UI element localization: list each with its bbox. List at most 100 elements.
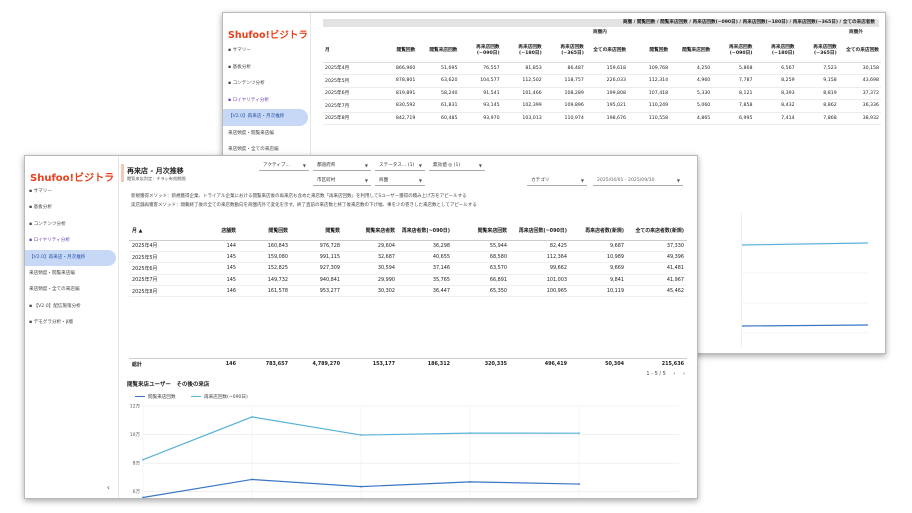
sidebar-item[interactable]: ▪ デモグラ分析・β版 <box>29 320 74 326</box>
table-cell: 36,336 <box>838 99 881 113</box>
column-header[interactable]: 再来店回数(~180日) <box>754 40 797 63</box>
column-header[interactable]: 閲覧回数 <box>628 40 671 63</box>
sidebar-item[interactable]: 来店頻度・全ての来店編 <box>228 147 279 152</box>
activity-filter-label: アクティブ... <box>263 163 290 168</box>
column-header[interactable]: 閲覧回数 <box>375 40 418 63</box>
table-cell: 68,580 <box>453 251 510 264</box>
data-point[interactable] <box>251 416 253 418</box>
column-header[interactable]: 再来店者数(新規) <box>570 224 627 241</box>
chevron-down-icon: ▼ <box>676 178 680 183</box>
column-header[interactable]: 再来店回数(~365日) <box>796 40 839 63</box>
prev-page-button[interactable]: ‹ <box>673 371 676 377</box>
table-cell: 5,060 <box>670 99 713 113</box>
table-cell: 5,868 <box>712 62 755 75</box>
column-header[interactable]: 再来店回数(~090日) <box>459 40 502 63</box>
data-point[interactable] <box>578 483 580 485</box>
status-filter-label: ステータス... <box>379 163 407 168</box>
column-header[interactable]: 月 ▲ <box>129 224 189 241</box>
monthly-data-table: 月 ▲ 店舗数 閲覧回数 閲覧数 閲覧来店者数 再来店者数(~090日) 閲覧来店回数 再来店… <box>129 224 687 298</box>
table-total-row: 総計 146 783,657 4,789,270 153,177 186,312 320,3… <box>129 358 687 370</box>
sidebar-item[interactable]: ▪ ロイヤリティ分析 <box>228 97 269 103</box>
column-header[interactable]: 全ての来店者数(新規) <box>627 224 687 241</box>
table-cell: 145 <box>189 262 239 275</box>
area-filter[interactable]: 商圏 ▼ <box>375 175 425 186</box>
table-cell: 35,765 <box>398 274 453 287</box>
adjust-filter[interactable]: 無効値 ◎ (1) ▼ <box>429 160 485 171</box>
page-title: 再来店 - 月次推移 <box>127 167 184 175</box>
sidebar-item[interactable]: 来店頻度・閲覧来店編 <box>29 270 75 276</box>
table-row: 2025年8月 842,719 60,485 93,970 103,013 110,974… <box>323 112 881 125</box>
sidebar-item[interactable]: ▪ サマリー <box>228 48 251 53</box>
column-header[interactable]: 閲覧来店回数 <box>670 40 713 63</box>
column-header[interactable]: 再来店回数(~090日) <box>712 40 755 63</box>
sidebar-item[interactable]: ▪ サマリー <box>29 189 52 194</box>
table-cell: 159,618 <box>585 62 629 75</box>
table-cell: 8,432 <box>754 99 797 113</box>
sidebar-item[interactable]: ▪ 基板分析 <box>29 205 52 211</box>
total-cell: 215,636 <box>627 358 687 370</box>
data-point[interactable] <box>142 458 144 461</box>
legend-item-series-1[interactable]: 閲覧来店回数 <box>135 394 176 400</box>
column-header[interactable]: 全ての来店回数 <box>838 40 881 63</box>
table-cell: 927,309 <box>291 262 343 275</box>
collapse-sidebar-icon[interactable]: ‹ <box>106 483 110 492</box>
sidebar-item[interactable]: ▪ コンテンツ分析 <box>29 221 66 227</box>
table-cell: 9,687 <box>570 240 627 252</box>
table-cell: 830,592 <box>375 99 418 113</box>
sidebar-item[interactable]: 【V2.0】再来店・月次推移 <box>25 249 116 266</box>
column-header[interactable]: 閲覧来店回数 <box>417 40 460 63</box>
sidebar-item[interactable]: ▪ 【V2.0】配信施策分析 <box>29 303 81 309</box>
column-header[interactable]: 閲覧数 <box>291 224 343 241</box>
status-filter[interactable]: ステータス... (1) ▼ <box>375 160 425 171</box>
table-row: 2025年6月 819,891 58,240 91,541 101,466 108,289… <box>323 87 881 100</box>
sidebar-item[interactable]: 【V2.0】再来店・月次推移 <box>223 109 308 126</box>
category-filter[interactable]: カテゴリ ▼ <box>527 175 587 186</box>
table-cell: 991,115 <box>291 251 343 264</box>
data-point[interactable] <box>469 432 471 435</box>
table-cell: 8,121 <box>712 87 755 100</box>
next-page-button[interactable]: › <box>683 371 685 377</box>
column-header[interactable]: 閲覧回数 <box>239 224 291 241</box>
table-cell: 49,396 <box>627 251 687 264</box>
table-cell: 58,240 <box>417 87 460 100</box>
line-chart: 12万 10万 8万 6万 <box>130 404 679 499</box>
table-cell: 159,080 <box>239 251 291 264</box>
column-header[interactable]: 店舗数 <box>189 224 239 241</box>
data-point[interactable] <box>251 478 253 481</box>
city-filter[interactable]: 市区町村 ▼ <box>313 175 371 186</box>
description-line-1: 新規獲得メソッド：新規獲得企業、トライアル企業における閲覧来店後の再来店も含めた… <box>131 194 467 199</box>
total-cell: 186,312 <box>398 358 453 370</box>
sidebar-nav: ▪ サマリー ▪ 基板分析 ▪ コンテンツ分析 ▪ ロイヤリティ分析【V2.0】再来店… <box>25 184 118 332</box>
table-cell: 6,995 <box>712 112 755 125</box>
sidebar-item[interactable]: 来店頻度・閲覧来店編 <box>228 130 274 136</box>
column-header[interactable]: 再来店者数(~090日) <box>398 224 453 241</box>
activity-filter[interactable]: アクティブ... ▼ <box>259 160 309 171</box>
column-header[interactable]: 再来店回数(~365日) <box>543 40 586 63</box>
sidebar-item[interactable]: ▪ ロイヤリティ分析 <box>29 238 70 244</box>
legend-item-series-2[interactable]: 再来店回数(~090日) <box>191 394 248 400</box>
page-subtitle: 閲覧来店判定：チラシ有効期間 <box>127 176 186 181</box>
data-point[interactable] <box>142 496 144 499</box>
sidebar-item[interactable]: 来店頻度・全ての来店編 <box>29 287 80 293</box>
table-cell: 36,298 <box>398 240 453 252</box>
column-header[interactable]: 再来店回数(~180日) <box>501 40 544 63</box>
data-point[interactable] <box>360 434 362 436</box>
prefecture-filter[interactable]: 都道府県 ▼ <box>313 160 371 171</box>
table-cell: 2025年8月 <box>129 285 189 298</box>
data-point[interactable] <box>578 432 580 435</box>
data-point[interactable] <box>360 485 362 488</box>
column-header[interactable]: 月 <box>323 40 376 63</box>
column-header[interactable]: 全ての来店回数 <box>585 40 629 63</box>
column-header[interactable]: 再来店回数(~090日) <box>510 224 570 241</box>
column-header[interactable]: 閲覧来店者数 <box>343 224 398 241</box>
column-header[interactable]: 閲覧来店回数 <box>453 224 510 241</box>
table-cell: 40,655 <box>398 251 453 264</box>
sidebar-item[interactable]: ▪ 基板分析 <box>228 64 251 70</box>
date-range-picker[interactable]: 2025/04/01 - 2025/09/30 ▼ <box>593 175 683 186</box>
legend-swatch <box>191 395 202 398</box>
sidebar-item[interactable]: ▪ コンテンツ分析 <box>228 81 265 86</box>
table-cell: 4,960 <box>670 74 713 88</box>
data-point[interactable] <box>469 480 471 483</box>
pagination-text: 1 - 5 / 5 <box>646 371 666 377</box>
table-cell: 82,425 <box>510 240 570 252</box>
